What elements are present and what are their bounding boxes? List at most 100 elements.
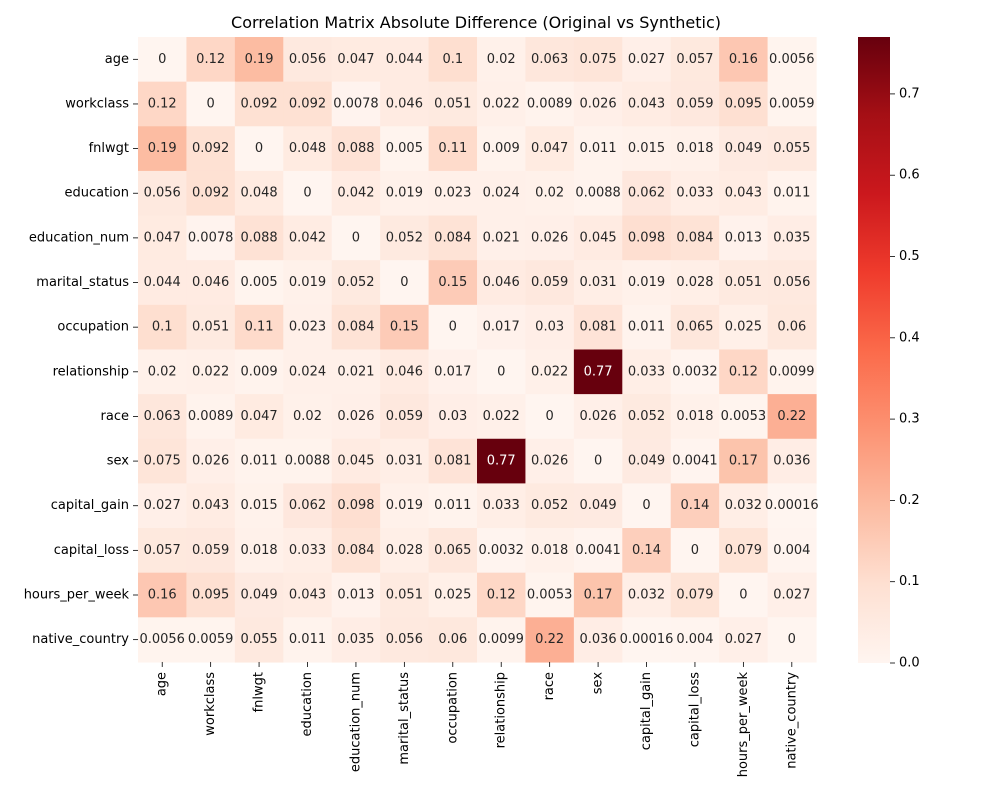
cell-annotation: 0.005 [240, 275, 277, 290]
colorbar-tick-label: 0.6 [899, 168, 920, 183]
heatmap-cell-fnlwgt-fnlwgt [234, 126, 284, 172]
heatmap-cell-relationship-native_country [767, 349, 817, 395]
colorbar-tick-label: 0.5 [899, 249, 920, 264]
row-label-race: race [101, 409, 129, 424]
cell-annotation: 0.024 [483, 186, 520, 201]
heatmap-cell-occupation-native_country [767, 304, 817, 351]
cell-annotation: 0 [352, 230, 360, 245]
heatmap-cell-race-capital_loss [670, 394, 720, 440]
heatmap-cell-occupation-relationship [477, 304, 527, 351]
heatmap-cell-education_num-relationship [477, 215, 527, 261]
cell-annotation: 0.026 [579, 96, 616, 111]
heatmap-cell-capital_gain-age [138, 483, 188, 529]
heatmap-cell-capital_gain-hours_per_week [719, 483, 769, 529]
heatmap-cell-occupation-capital_gain [622, 304, 672, 351]
heatmap-cell-occupation-education_num [331, 304, 381, 351]
cell-annotation: 0.032 [628, 588, 665, 603]
cell-annotation: 0.046 [192, 275, 229, 290]
colorbar-tick-label: 0.0 [899, 656, 920, 671]
heatmap-cell-workclass-hours_per_week [719, 81, 769, 127]
cell-annotation: 0.048 [240, 186, 277, 201]
heatmap-cell-age-relationship [477, 37, 527, 83]
column-label-sex: sex [591, 672, 606, 695]
heatmap-cell-relationship-hours_per_week [719, 349, 769, 395]
heatmap-cell-native_country-education [283, 617, 333, 663]
cell-annotation: 0.0053 [721, 409, 767, 424]
heatmap-cell-education-education [283, 170, 333, 217]
cell-annotation: 0.057 [144, 543, 181, 558]
cell-annotation: 0.015 [240, 498, 277, 513]
cell-annotation: 0.12 [729, 364, 758, 379]
heatmap-cell-capital_loss-capital_gain [622, 528, 672, 574]
cell-annotation: 0.081 [579, 320, 616, 335]
heatmap-cell-hours_per_week-education_num [331, 572, 381, 618]
heatmap-cell-race-education [283, 394, 333, 440]
heatmap-cell-race-sex [573, 394, 623, 440]
cell-annotation: 0.06 [438, 632, 467, 647]
heatmap-cell-capital_gain-education_num [331, 483, 381, 529]
heatmap-cell-marital_status-sex [573, 260, 623, 306]
column-label-marital_status: marital_status [397, 672, 412, 765]
cell-annotation: 0.088 [337, 141, 374, 156]
heatmap-cell-age-education_num [331, 37, 381, 83]
heatmap-cell-relationship-race [525, 349, 575, 395]
row-label-capital_loss: capital_loss [54, 543, 129, 558]
heatmap-cell-fnlwgt-workclass [186, 126, 236, 172]
heatmap-cell-marital_status-education [283, 260, 333, 306]
heatmap-cell-age-hours_per_week [719, 37, 769, 83]
cell-annotation: 0.22 [777, 409, 806, 424]
cell-annotation: 0.17 [584, 588, 613, 603]
column-label-race: race [542, 672, 557, 700]
heatmap-cell-occupation-race [525, 304, 575, 351]
heatmap-cell-education-race [525, 170, 575, 217]
cell-annotation: 0.0056 [769, 52, 815, 67]
heatmap-cell-fnlwgt-sex [573, 126, 623, 172]
cell-annotation: 0.032 [725, 498, 762, 513]
heatmap-cell-fnlwgt-education [283, 126, 333, 172]
cell-annotation: 0.044 [144, 275, 181, 290]
heatmap-cell-education_num-race [525, 215, 575, 261]
cell-annotation: 0.026 [579, 409, 616, 424]
cell-annotation: 0 [594, 454, 602, 469]
cell-annotation: 0.03 [438, 409, 467, 424]
heatmap-cell-native_country-relationship [477, 617, 527, 663]
cell-annotation: 0.027 [628, 52, 665, 67]
cell-annotation: 0.048 [289, 141, 326, 156]
heatmap-cell-marital_status-native_country [767, 260, 817, 306]
cell-annotation: 0.042 [337, 186, 374, 201]
heatmap-cell-relationship-education [283, 349, 333, 395]
heatmap-cell-capital_gain-race [525, 483, 575, 529]
colorbar-tick-label: 0.2 [899, 493, 920, 508]
heatmap-cell-workclass-workclass [186, 81, 236, 127]
heatmap-cell-education-sex [573, 170, 623, 217]
cell-annotation: 0.0089 [527, 96, 573, 111]
heatmap-cell-fnlwgt-age [138, 126, 188, 172]
heatmap-cell-native_country-capital_gain [622, 617, 672, 663]
cell-annotation: 0.022 [483, 96, 520, 111]
cell-annotation: 0.063 [531, 52, 568, 67]
cell-annotation: 0 [449, 320, 457, 335]
cell-annotation: 0.06 [777, 320, 806, 335]
cell-annotation: 0.033 [289, 543, 326, 558]
heatmap-cell-education_num-marital_status [380, 215, 430, 261]
cell-annotation: 0 [497, 364, 505, 379]
cell-annotation: 0.084 [337, 543, 374, 558]
cell-annotation: 0.02 [535, 186, 564, 201]
heatmap-cell-sex-capital_loss [670, 438, 720, 484]
cell-annotation: 0.22 [535, 632, 564, 647]
heatmap-cell-capital_loss-capital_loss [670, 528, 720, 574]
heatmap-cell-relationship-marital_status [380, 349, 430, 395]
heatmap-cell-workclass-education_num [331, 81, 381, 127]
column-label-fnlwgt: fnlwgt [252, 672, 267, 712]
heatmap-cell-marital_status-relationship [477, 260, 527, 306]
cell-annotation: 0.00016 [620, 632, 674, 647]
cell-annotation: 0.075 [144, 454, 181, 469]
heatmap-cell-sex-age [138, 438, 188, 484]
heatmap-cell-native_country-occupation [428, 617, 478, 663]
heatmap-cell-sex-hours_per_week [719, 438, 769, 484]
cell-annotation: 0.011 [434, 498, 471, 513]
heatmap-cell-hours_per_week-race [525, 572, 575, 618]
cell-annotation: 0.051 [434, 96, 471, 111]
